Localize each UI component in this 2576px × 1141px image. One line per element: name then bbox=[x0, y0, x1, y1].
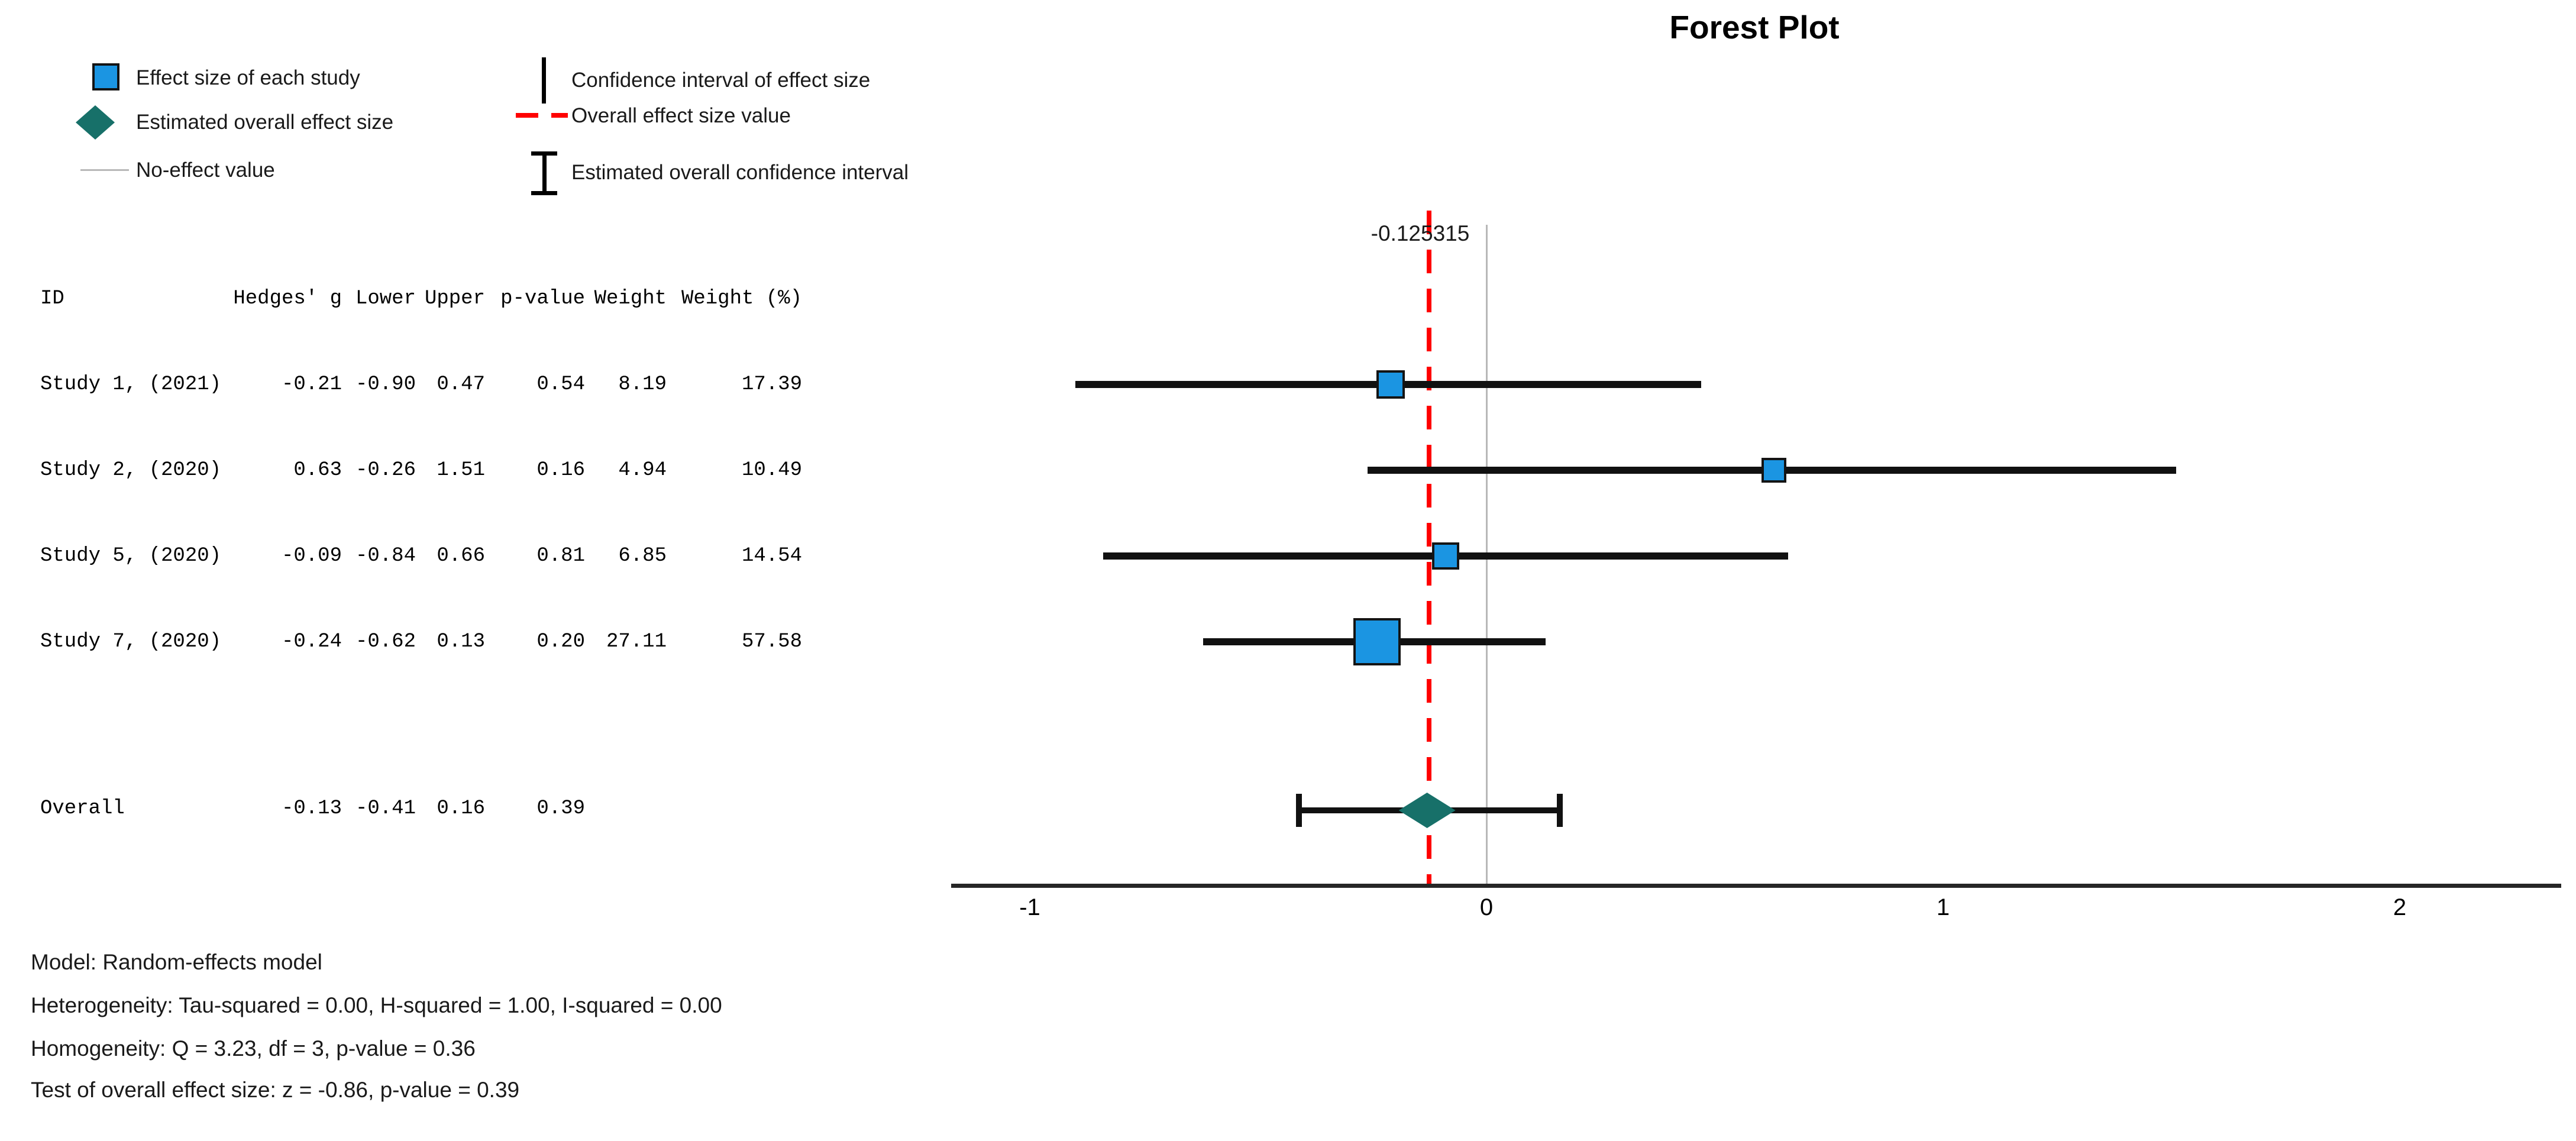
legend-overall-value-label: Overall effect size value bbox=[571, 104, 791, 127]
row-weight: 27.11 bbox=[606, 631, 667, 653]
legend-effect-size-label: Effect size of each study bbox=[136, 66, 360, 89]
row-weight-pct: 57.58 bbox=[741, 631, 802, 653]
legend-ci-line-icon bbox=[542, 57, 546, 104]
study-effect-marker bbox=[1353, 618, 1401, 665]
row-weight: 6.85 bbox=[618, 545, 667, 567]
col-header-upper: Upper bbox=[424, 287, 485, 310]
ibeam-stem bbox=[542, 151, 547, 195]
row-p-value: 0.16 bbox=[536, 459, 585, 481]
model-text: Model: Random-effects model bbox=[31, 950, 322, 974]
legend-ci-label: Confidence interval of effect size bbox=[571, 69, 871, 92]
legend-no-effect-line-icon bbox=[80, 169, 129, 171]
overall-effect-marker bbox=[1398, 793, 1456, 828]
row-id: Study 7, (2020) bbox=[40, 631, 222, 653]
row-upper: 0.16 bbox=[437, 797, 485, 820]
row-lower: -0.26 bbox=[355, 459, 416, 481]
row-lower: -0.84 bbox=[355, 545, 416, 567]
col-header-p-value: p-value bbox=[500, 287, 585, 310]
row-weight: 8.19 bbox=[618, 373, 667, 396]
row-hedges-g: -0.13 bbox=[281, 797, 342, 820]
row-upper: 1.51 bbox=[437, 459, 485, 481]
page-title: Forest Plot bbox=[1669, 9, 1840, 46]
row-weight-pct: 14.54 bbox=[741, 545, 802, 567]
row-weight-pct: 17.39 bbox=[741, 373, 802, 396]
study-effect-marker bbox=[1761, 458, 1787, 483]
row-hedges-g: -0.21 bbox=[281, 373, 342, 396]
row-id: Study 5, (2020) bbox=[40, 545, 222, 567]
study-effect-marker bbox=[1431, 542, 1459, 570]
overall-effect-line bbox=[1427, 211, 1432, 886]
row-id: Study 1, (2021) bbox=[40, 373, 222, 396]
heterogeneity-text: Heterogeneity: Tau-squared = 0.00, H-squ… bbox=[31, 993, 722, 1017]
legend-overall-ci-label: Estimated overall confidence interval bbox=[571, 161, 909, 184]
row-weight: 4.94 bbox=[618, 459, 667, 481]
row-hedges-g: 0.63 bbox=[293, 459, 342, 481]
legend-overall-ci-ibeam-icon bbox=[531, 151, 557, 195]
x-axis-tick-label: 1 bbox=[1936, 894, 1950, 920]
row-hedges-g: -0.09 bbox=[281, 545, 342, 567]
row-lower: -0.62 bbox=[355, 631, 416, 653]
study-effect-marker bbox=[1376, 370, 1405, 399]
row-upper: 0.66 bbox=[437, 545, 485, 567]
row-weight-pct: 10.49 bbox=[741, 459, 802, 481]
col-header-lower: Lower bbox=[355, 287, 416, 310]
overall-ci-cap-right bbox=[1556, 794, 1563, 827]
row-upper: 0.47 bbox=[437, 373, 485, 396]
x-axis-tick-label: 0 bbox=[1479, 894, 1494, 920]
legend-overall-value-dash-icon bbox=[516, 113, 568, 118]
row-p-value: 0.20 bbox=[536, 631, 585, 653]
col-header-weight-pct: Weight (%) bbox=[681, 287, 802, 310]
x-axis-line bbox=[951, 884, 2561, 888]
row-id: Study 2, (2020) bbox=[40, 459, 222, 481]
overall-test-text: Test of overall effect size: z = -0.86, … bbox=[31, 1078, 520, 1102]
row-lower: -0.41 bbox=[355, 797, 416, 820]
row-hedges-g: -0.24 bbox=[281, 631, 342, 653]
overall-effect-value-label: -0.125315 bbox=[1371, 221, 1470, 245]
col-header-hedges-g: Hedges' g bbox=[233, 287, 342, 310]
legend-no-effect-label: No-effect value bbox=[136, 159, 275, 182]
legend-overall-effect-label: Estimated overall effect size bbox=[136, 111, 394, 134]
legend-study-square-icon bbox=[92, 63, 119, 90]
ibeam-bottom-cap bbox=[531, 191, 557, 195]
row-upper: 0.13 bbox=[437, 631, 485, 653]
col-header-id: ID bbox=[40, 287, 64, 310]
x-axis-tick-label: 2 bbox=[2393, 894, 2407, 920]
row-p-value: 0.39 bbox=[536, 797, 585, 820]
row-lower: -0.90 bbox=[355, 373, 416, 396]
homogeneity-text: Homogeneity: Q = 3.23, df = 3, p-value =… bbox=[31, 1036, 476, 1061]
row-id: Overall bbox=[40, 797, 125, 820]
overall-ci-cap-left bbox=[1296, 794, 1302, 827]
row-p-value: 0.54 bbox=[536, 373, 585, 396]
col-header-weight: Weight bbox=[594, 287, 667, 310]
row-p-value: 0.81 bbox=[536, 545, 585, 567]
x-axis-tick-label: -1 bbox=[1019, 894, 1040, 920]
